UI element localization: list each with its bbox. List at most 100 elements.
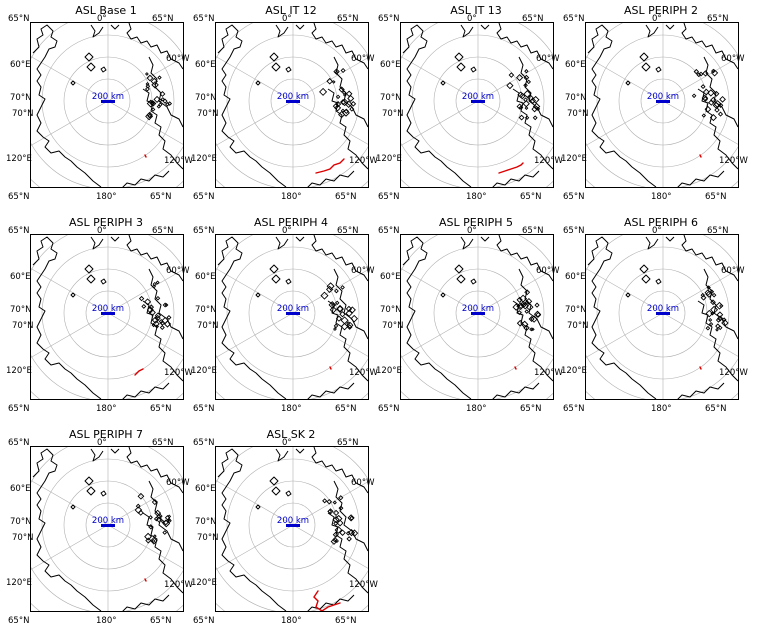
island-outline (164, 514, 171, 521)
graticule-label: 70°N (567, 321, 589, 331)
map-frame: 200 km (400, 22, 554, 188)
coastline (295, 448, 305, 454)
graticule-label: 70°N (10, 517, 32, 527)
graticule-label: 120°W (534, 368, 563, 378)
graticule-label: 60°E (380, 272, 401, 282)
graticule-label: 0° (97, 14, 107, 24)
flight-track (315, 158, 345, 174)
island-outline (345, 305, 353, 313)
island-outline (708, 317, 713, 322)
island-outline (332, 537, 338, 543)
coastline-group (217, 23, 368, 187)
island-outline (710, 299, 716, 306)
island-outline (706, 285, 711, 290)
island-outline (158, 318, 164, 324)
coastline (84, 52, 94, 62)
graticule-label: 180° (96, 616, 117, 626)
island-outline (707, 89, 715, 97)
graticule-label: 65°N (378, 404, 400, 414)
island-outline (709, 289, 715, 295)
island-outline (152, 281, 157, 287)
island-outline (713, 90, 720, 97)
coastline (492, 382, 540, 399)
coastline (496, 23, 553, 70)
island-outline (516, 296, 523, 303)
island-outline (347, 514, 355, 522)
graticule-label: 65°N (337, 226, 359, 236)
island-outline (154, 509, 162, 517)
island-outline (526, 79, 531, 85)
graticule-label: 65°N (8, 192, 30, 202)
island-outline (708, 321, 714, 327)
coastline (217, 24, 287, 187)
graticule-label: 65°N (337, 14, 359, 24)
island-outline (339, 529, 346, 536)
island-outline (334, 300, 340, 306)
island-outline (700, 292, 706, 298)
meridian-line (107, 481, 183, 526)
island-outline (714, 107, 720, 113)
island-outline (717, 111, 724, 117)
graticule-label: 60°W (536, 54, 560, 64)
graticule-label: 65°N (8, 14, 30, 24)
graticule-label: 180° (651, 404, 672, 414)
coastline (271, 274, 281, 284)
graticule-label: 65°N (152, 438, 174, 448)
island-outline (342, 108, 350, 117)
graticule-label: 65°N (378, 226, 400, 236)
coastline (639, 52, 649, 62)
coastline (655, 66, 662, 73)
island-outline (162, 98, 168, 104)
island-outline (717, 315, 724, 322)
island-outline (347, 94, 355, 102)
graticule-label: 60°E (565, 60, 586, 70)
coastline-group (587, 235, 738, 399)
flight-track (699, 154, 702, 158)
coastline (32, 24, 102, 187)
graticule-label: 65°N (193, 192, 215, 202)
meridian-line (401, 268, 479, 314)
graticule-label: 70°N (197, 109, 219, 119)
coastline (32, 448, 102, 611)
coastline (126, 235, 183, 282)
flight-track (329, 366, 332, 370)
coastline (665, 236, 675, 242)
polar-map: 200 km (586, 23, 738, 187)
graticule-label: 0° (97, 438, 107, 448)
coastline-group (587, 23, 738, 187)
meridian-line (31, 56, 109, 102)
island-outline (148, 515, 153, 520)
scale-bar-label: 200 km (647, 304, 679, 314)
panel-title: ASL IT 12 (265, 4, 317, 17)
island-outline (516, 302, 525, 311)
coastline (703, 56, 738, 128)
island-outline (704, 289, 712, 297)
flight-track (514, 366, 517, 370)
meridian-line (586, 268, 664, 314)
coastline (32, 236, 102, 399)
coastline (100, 490, 107, 497)
coastline (681, 23, 738, 70)
coastline (402, 24, 472, 187)
graticule-label: 180° (281, 404, 302, 414)
graticule-label: 70°N (380, 305, 402, 315)
coastline (454, 52, 464, 62)
coastline (148, 268, 183, 340)
coastline-group (32, 235, 183, 399)
coastline (307, 382, 355, 399)
graticule-label: 65°N (193, 226, 215, 236)
coastline (275, 24, 289, 38)
graticule-label: 65°N (563, 226, 585, 236)
map-frame: 200 km (585, 22, 739, 188)
coastline (90, 24, 104, 38)
island-outline (151, 498, 158, 506)
graticule-label: 180° (466, 192, 487, 202)
coastline (677, 170, 725, 187)
island-outline (521, 302, 529, 310)
island-outline (336, 305, 344, 313)
coastline (697, 88, 738, 170)
island-outline (149, 99, 156, 106)
island-outline (532, 115, 538, 121)
meridian-line (292, 269, 368, 314)
coastline (587, 236, 657, 399)
